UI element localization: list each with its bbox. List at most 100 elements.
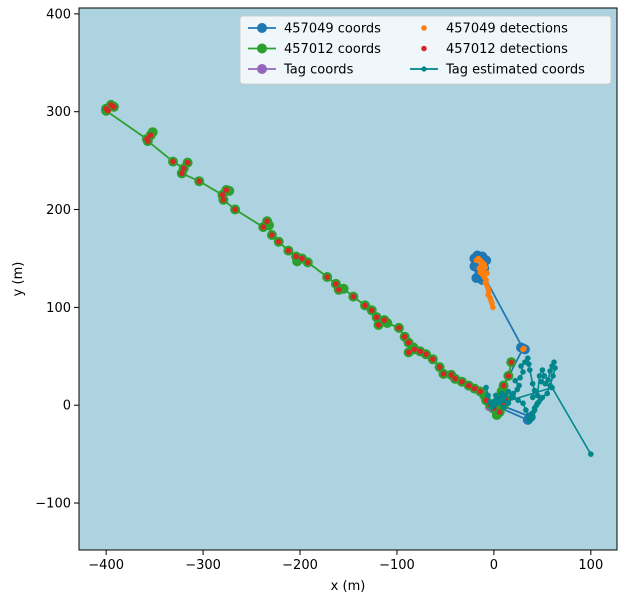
point-tag-estimated xyxy=(539,367,546,373)
point-tag-estimated xyxy=(526,361,532,367)
y-tick-label: 300 xyxy=(46,105,71,120)
point-tag-estimated xyxy=(536,373,543,379)
point-457049-coords xyxy=(471,273,482,283)
point-tag-estimated xyxy=(505,400,512,407)
point-tag-estimated xyxy=(542,380,549,387)
x-tick-label: −300 xyxy=(185,558,221,573)
point-457012-detection xyxy=(417,348,424,355)
point-457012-detection xyxy=(324,274,331,280)
legend-marker xyxy=(421,25,427,31)
point-tag-estimated xyxy=(549,384,555,391)
point-457049-detection xyxy=(476,265,483,272)
x-tick-label: 0 xyxy=(490,558,498,573)
point-tag-estimated xyxy=(491,402,497,409)
point-tag-estimated xyxy=(518,363,524,369)
y-tick-label: −100 xyxy=(35,497,71,512)
point-457012-detection xyxy=(219,192,226,198)
point-457012-detection xyxy=(232,206,238,213)
point-tag-estimated xyxy=(495,399,502,406)
legend-entry: 457012 detections xyxy=(421,42,568,57)
point-457012-detection xyxy=(381,317,388,323)
point-tag-estimated xyxy=(520,369,526,375)
point-457012-detection xyxy=(401,333,408,340)
point-tag-estimated xyxy=(588,451,594,457)
legend-label: Tag estimated coords xyxy=(445,63,585,78)
x-axis: −400 −300 −200 −100 0 100 xyxy=(88,550,603,573)
point-457012-detection xyxy=(373,314,380,321)
point-457012-detection xyxy=(496,409,503,415)
point-tag-estimated xyxy=(545,377,551,383)
point-457012-detection xyxy=(333,281,339,287)
legend-marker xyxy=(421,45,427,52)
point-tag-estimated xyxy=(551,359,557,366)
point-tag-estimated xyxy=(541,373,548,379)
legend-label: 457049 coords xyxy=(284,22,381,37)
point-tag-estimated xyxy=(529,394,536,401)
point-457012-detection xyxy=(180,165,187,172)
point-tag-estimated xyxy=(529,380,536,387)
point-457012-detection xyxy=(508,359,515,366)
point-457012-detection xyxy=(184,159,191,166)
point-tag-estimated xyxy=(502,392,509,399)
point-457012-detection xyxy=(147,132,154,138)
point-457012-detection xyxy=(170,158,176,165)
legend-entry: Tag coords xyxy=(248,63,354,78)
point-457012-detection xyxy=(350,293,357,300)
point-tag-estimated xyxy=(493,392,499,399)
x-tick-label: −400 xyxy=(88,558,124,573)
y-tick-label: 400 xyxy=(46,7,71,22)
point-457049-detection xyxy=(473,257,480,264)
point-457012-detection xyxy=(269,232,275,238)
point-457012-detection xyxy=(465,382,472,389)
legend-entry: 457012 coords xyxy=(248,42,381,57)
point-tag-estimated xyxy=(544,390,550,397)
y-tick-label: 0 xyxy=(63,399,71,414)
legend-entry: 457049 coords xyxy=(248,22,381,37)
point-tag-estimated xyxy=(500,404,507,411)
x-tick-label: −200 xyxy=(282,558,318,573)
legend: 457049 coords 457049 detections 457012 coo… xyxy=(239,15,612,85)
point-tag-estimated xyxy=(534,392,541,399)
point-tag-estimated xyxy=(515,397,521,404)
point-tag-estimated xyxy=(547,368,553,374)
point-457012-detection xyxy=(362,302,368,309)
point-tag-estimated xyxy=(533,402,540,409)
point-457012-detection xyxy=(477,388,484,395)
point-457012-detection xyxy=(448,372,455,378)
point-tag-estimated xyxy=(552,365,558,371)
point-457012-detection xyxy=(423,351,429,358)
legend-marker xyxy=(421,66,427,72)
point-457049-detection xyxy=(490,304,496,311)
point-457012-detection xyxy=(336,287,342,293)
point-457012-detection xyxy=(440,371,447,377)
legend-label: 457012 detections xyxy=(446,42,568,57)
point-457012-detection xyxy=(375,322,382,328)
point-tag-estimated xyxy=(517,375,523,381)
point-tag-estimated xyxy=(529,410,536,416)
point-tag-estimated xyxy=(510,390,517,397)
y-tick-label: 100 xyxy=(46,301,71,316)
point-457012-detection xyxy=(505,373,512,379)
point-457012-detection xyxy=(405,339,412,346)
y-axis-label: y (m) xyxy=(11,262,26,297)
point-457012-detection xyxy=(436,364,443,370)
point-457049-detection xyxy=(484,270,490,276)
point-457012-detection xyxy=(220,197,227,203)
point-457012-detection xyxy=(285,247,292,254)
point-457012-detection xyxy=(405,349,412,356)
point-457012-detection xyxy=(145,138,151,144)
point-457012-detection xyxy=(179,170,185,177)
series-layer xyxy=(101,99,594,457)
point-457012-detection xyxy=(452,376,458,382)
point-tag-estimated xyxy=(526,416,532,422)
legend-marker xyxy=(257,64,267,74)
x-axis-label: x (m) xyxy=(331,579,366,594)
point-tag-estimated xyxy=(520,400,526,407)
legend-entry: Tag estimated coords xyxy=(410,63,585,78)
point-457012-detection xyxy=(459,378,465,385)
point-457049-detection xyxy=(521,345,527,352)
legend-marker xyxy=(257,23,267,33)
point-tag-estimated xyxy=(505,388,512,395)
point-457012-detection xyxy=(299,255,305,262)
